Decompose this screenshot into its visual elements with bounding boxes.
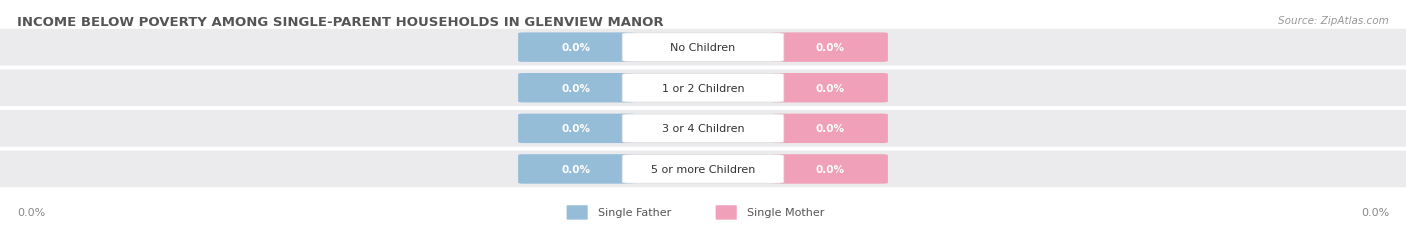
Text: Source: ZipAtlas.com: Source: ZipAtlas.com bbox=[1278, 16, 1389, 26]
Text: Single Father: Single Father bbox=[598, 207, 671, 218]
FancyBboxPatch shape bbox=[517, 74, 636, 103]
FancyBboxPatch shape bbox=[0, 151, 1406, 187]
Text: 0.0%: 0.0% bbox=[815, 43, 844, 53]
Text: 0.0%: 0.0% bbox=[562, 124, 591, 134]
FancyBboxPatch shape bbox=[567, 205, 588, 220]
Text: 3 or 4 Children: 3 or 4 Children bbox=[662, 124, 744, 134]
FancyBboxPatch shape bbox=[772, 74, 889, 103]
Text: 0.0%: 0.0% bbox=[815, 83, 844, 93]
FancyBboxPatch shape bbox=[621, 34, 785, 62]
Text: INCOME BELOW POVERTY AMONG SINGLE-PARENT HOUSEHOLDS IN GLENVIEW MANOR: INCOME BELOW POVERTY AMONG SINGLE-PARENT… bbox=[17, 16, 664, 29]
FancyBboxPatch shape bbox=[621, 74, 785, 103]
Text: Single Mother: Single Mother bbox=[747, 207, 824, 218]
Text: 0.0%: 0.0% bbox=[562, 83, 591, 93]
Text: 0.0%: 0.0% bbox=[1361, 207, 1389, 218]
FancyBboxPatch shape bbox=[0, 111, 1406, 147]
FancyBboxPatch shape bbox=[772, 33, 889, 63]
FancyBboxPatch shape bbox=[0, 30, 1406, 66]
FancyBboxPatch shape bbox=[716, 205, 737, 220]
Text: 0.0%: 0.0% bbox=[815, 164, 844, 174]
FancyBboxPatch shape bbox=[0, 70, 1406, 106]
FancyBboxPatch shape bbox=[517, 155, 636, 184]
FancyBboxPatch shape bbox=[621, 155, 785, 183]
Text: 1 or 2 Children: 1 or 2 Children bbox=[662, 83, 744, 93]
FancyBboxPatch shape bbox=[517, 114, 636, 143]
Text: 0.0%: 0.0% bbox=[562, 43, 591, 53]
Text: 0.0%: 0.0% bbox=[562, 164, 591, 174]
FancyBboxPatch shape bbox=[772, 155, 889, 184]
FancyBboxPatch shape bbox=[517, 33, 636, 63]
FancyBboxPatch shape bbox=[621, 115, 785, 143]
FancyBboxPatch shape bbox=[772, 114, 889, 143]
Text: 5 or more Children: 5 or more Children bbox=[651, 164, 755, 174]
Text: 0.0%: 0.0% bbox=[815, 124, 844, 134]
Text: No Children: No Children bbox=[671, 43, 735, 53]
Text: 0.0%: 0.0% bbox=[17, 207, 45, 218]
